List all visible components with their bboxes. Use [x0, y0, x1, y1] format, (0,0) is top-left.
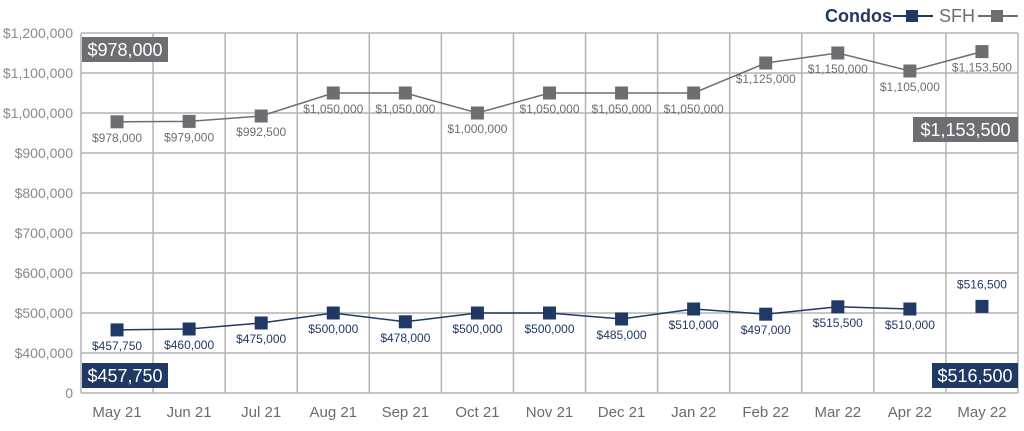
x-tick-label: Dec 21 [598, 404, 646, 421]
x-tick-label: Mar 22 [814, 404, 861, 421]
data-label: $510,000 [669, 318, 719, 332]
data-label: $460,000 [164, 338, 214, 352]
condos-end-callout: $516,500 [937, 366, 1012, 386]
data-point-sfh [903, 64, 917, 78]
data-point-sfh [975, 45, 989, 59]
data-label: $1,125,000 [736, 72, 796, 86]
data-point-condos [326, 306, 340, 320]
legend-label-condos: Condos [825, 6, 892, 26]
data-point-condos [759, 307, 773, 321]
legend-marker-sfh [991, 10, 1003, 22]
x-tick-label: Nov 21 [526, 404, 574, 421]
data-point-sfh [687, 86, 701, 100]
y-tick-label: 0 [65, 385, 73, 401]
data-point-sfh [254, 109, 268, 123]
legend-marker-condos [906, 10, 918, 22]
data-point-sfh [470, 106, 484, 120]
y-tick-label: $900,000 [15, 145, 74, 161]
y-tick-label: $1,000,000 [3, 105, 73, 121]
x-tick-label: Aug 21 [309, 404, 357, 421]
data-point-sfh [615, 86, 629, 100]
data-label: $515,500 [813, 316, 863, 330]
x-tick-label: Apr 22 [888, 404, 932, 421]
data-point-condos [543, 306, 556, 320]
y-tick-label: $800,000 [15, 185, 74, 201]
data-label: $1,050,000 [664, 102, 724, 116]
x-tick-label: May 22 [957, 404, 1006, 421]
y-tick-label: $700,000 [15, 225, 74, 241]
data-label: $457,750 [92, 339, 142, 353]
y-tick-label: $1,100,000 [3, 65, 73, 81]
sfh-end-callout: $1,153,500 [920, 120, 1010, 140]
sfh-end-callout-bg [913, 117, 1018, 142]
data-point-sfh [326, 86, 340, 100]
y-tick-label: $500,000 [15, 305, 74, 321]
condos-start-callout: $457,750 [87, 366, 162, 386]
data-label: $475,000 [236, 332, 286, 346]
data-point-condos [398, 315, 412, 329]
x-tick-label: Oct 21 [455, 404, 499, 421]
data-label: $500,000 [524, 322, 574, 336]
data-point-sfh [182, 114, 196, 128]
data-point-sfh [110, 115, 124, 129]
x-tick-label: Jan 22 [671, 404, 716, 421]
data-point-condos [254, 316, 268, 330]
data-label: $500,000 [452, 322, 502, 336]
data-label: $992,500 [236, 125, 286, 139]
data-label: $510,000 [885, 318, 935, 332]
data-point-sfh [398, 86, 412, 100]
data-point-condos [903, 302, 917, 316]
data-point-condos [687, 302, 701, 316]
condos-start-callout-bg [82, 363, 168, 388]
data-point-sfh [831, 46, 845, 60]
data-label: $516,500 [957, 277, 1007, 291]
x-tick-label: Jun 21 [167, 404, 212, 421]
data-label: $497,000 [741, 323, 791, 337]
data-label: $1,050,000 [303, 102, 363, 116]
data-label: $1,050,000 [375, 102, 435, 116]
data-point-sfh [543, 86, 556, 100]
data-point-condos [975, 299, 989, 313]
data-point-condos [470, 306, 484, 320]
y-tick-label: $400,000 [15, 345, 74, 361]
data-label: $1,105,000 [880, 80, 940, 94]
condos-end-callout-bg [932, 363, 1018, 388]
x-tick-label: Sep 21 [382, 404, 430, 421]
data-label: $485,000 [597, 328, 647, 342]
x-tick-label: Jul 21 [241, 404, 281, 421]
data-point-condos [615, 312, 629, 326]
data-label: $1,000,000 [447, 122, 507, 136]
sfh-start-callout-bg [82, 37, 168, 62]
data-label: $478,000 [380, 331, 430, 345]
data-label: $1,050,000 [519, 102, 579, 116]
data-label: $978,000 [92, 131, 142, 145]
data-point-condos [110, 323, 124, 337]
x-tick-label: Feb 22 [742, 404, 789, 421]
data-label: $1,050,000 [592, 102, 652, 116]
sfh-start-callout: $978,000 [87, 40, 162, 60]
data-label: $979,000 [164, 130, 214, 144]
series-line-condos [117, 306, 910, 331]
legend-label-sfh: SFH [939, 6, 975, 26]
data-label: $500,000 [308, 322, 358, 336]
y-tick-label: $600,000 [15, 265, 74, 281]
x-tick-label: May 21 [92, 404, 141, 421]
data-label: $1,153,500 [952, 61, 1012, 75]
data-point-condos [831, 300, 845, 314]
data-label: $1,150,000 [808, 62, 868, 76]
data-point-sfh [759, 56, 773, 70]
y-tick-label: $1,200,000 [3, 25, 73, 41]
data-point-condos [182, 322, 196, 336]
